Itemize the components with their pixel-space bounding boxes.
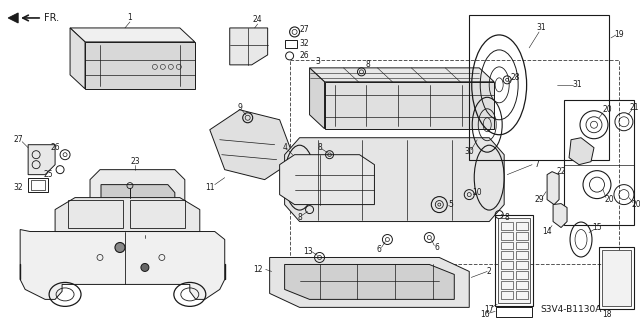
Polygon shape — [20, 229, 225, 300]
Polygon shape — [285, 138, 504, 221]
Polygon shape — [285, 264, 454, 300]
Bar — [498, 218, 530, 303]
Text: 19: 19 — [614, 30, 624, 39]
Polygon shape — [230, 28, 268, 65]
Text: 6: 6 — [377, 245, 382, 254]
Polygon shape — [324, 82, 494, 129]
Text: 14: 14 — [542, 227, 552, 236]
Text: 4: 4 — [282, 143, 287, 152]
Text: 23: 23 — [130, 157, 140, 166]
Polygon shape — [310, 68, 324, 129]
Polygon shape — [101, 185, 175, 225]
Polygon shape — [90, 170, 185, 235]
Text: 26: 26 — [51, 143, 60, 152]
Text: 18: 18 — [602, 310, 612, 319]
Bar — [602, 251, 631, 306]
Bar — [516, 271, 528, 279]
Bar — [285, 40, 296, 48]
Polygon shape — [85, 42, 195, 89]
Bar — [516, 242, 528, 250]
Bar — [501, 232, 513, 239]
Text: 26: 26 — [300, 52, 309, 60]
Text: 29: 29 — [534, 195, 544, 204]
Text: 15: 15 — [592, 223, 602, 232]
Text: 20: 20 — [602, 105, 612, 114]
Text: 6: 6 — [435, 243, 440, 252]
Text: 11: 11 — [205, 183, 214, 192]
Circle shape — [115, 243, 125, 252]
Polygon shape — [569, 138, 594, 165]
Text: FR.: FR. — [44, 13, 60, 23]
Bar — [516, 252, 528, 260]
Text: 8: 8 — [297, 213, 302, 222]
Bar — [516, 232, 528, 239]
Text: 8: 8 — [505, 213, 509, 222]
Bar — [516, 281, 528, 289]
Text: 12: 12 — [253, 265, 262, 274]
Bar — [68, 200, 123, 228]
Text: 31: 31 — [536, 23, 546, 32]
Polygon shape — [55, 197, 200, 232]
Polygon shape — [547, 172, 559, 204]
Bar — [599, 247, 634, 309]
Polygon shape — [70, 28, 195, 42]
Text: 24: 24 — [253, 15, 262, 24]
Polygon shape — [8, 13, 18, 23]
Polygon shape — [28, 145, 55, 175]
Bar — [31, 180, 45, 190]
Text: 8: 8 — [365, 60, 370, 69]
Bar — [495, 215, 533, 306]
Text: 22: 22 — [556, 167, 566, 176]
Text: 3: 3 — [315, 57, 320, 66]
Text: 20: 20 — [631, 200, 640, 209]
Text: 32: 32 — [13, 183, 23, 192]
Text: 2: 2 — [487, 267, 492, 276]
Bar — [501, 221, 513, 229]
Bar — [501, 242, 513, 250]
Polygon shape — [210, 110, 294, 180]
Bar — [496, 308, 532, 317]
Text: 5: 5 — [449, 200, 454, 209]
Bar — [290, 60, 619, 264]
Polygon shape — [269, 258, 469, 308]
Bar — [564, 100, 634, 225]
Text: S3V4-B1130A: S3V4-B1130A — [540, 305, 601, 314]
Text: 9: 9 — [237, 103, 242, 112]
Text: 25: 25 — [44, 170, 53, 179]
Polygon shape — [70, 28, 85, 89]
Text: 7: 7 — [534, 160, 540, 169]
Bar — [501, 292, 513, 300]
Polygon shape — [553, 204, 567, 228]
Text: 16: 16 — [481, 310, 490, 319]
Polygon shape — [310, 68, 494, 82]
Bar — [516, 261, 528, 269]
Text: 27: 27 — [300, 25, 309, 35]
Bar — [501, 261, 513, 269]
Circle shape — [141, 263, 149, 271]
Text: 27: 27 — [13, 135, 23, 144]
Text: 20: 20 — [604, 195, 614, 204]
Text: 1: 1 — [127, 13, 132, 22]
Text: 17: 17 — [484, 305, 494, 314]
Bar — [516, 292, 528, 300]
Text: 31: 31 — [572, 80, 582, 89]
Bar — [130, 200, 185, 228]
Text: 13: 13 — [303, 247, 312, 256]
Bar — [501, 271, 513, 279]
Text: 8: 8 — [317, 143, 322, 152]
Polygon shape — [280, 155, 374, 204]
Bar — [28, 178, 48, 192]
Text: 28: 28 — [511, 73, 520, 82]
Text: 32: 32 — [300, 39, 309, 48]
Text: 30: 30 — [465, 147, 474, 156]
Bar — [516, 221, 528, 229]
Bar — [501, 252, 513, 260]
Text: 21: 21 — [629, 103, 639, 112]
Bar — [469, 15, 609, 160]
Bar — [501, 281, 513, 289]
Text: 10: 10 — [472, 188, 482, 197]
